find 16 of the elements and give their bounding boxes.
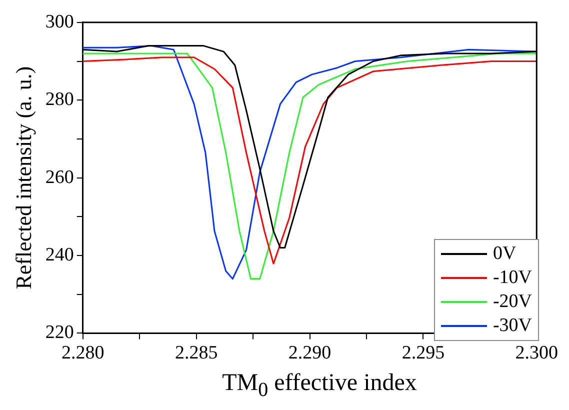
y-axis-title: Reflected intensity (a. u.) [10,66,36,290]
x-axis-title: TM$_{0}$ effective index [221,369,418,403]
y-tick-label: 240 [45,244,74,266]
x-tick-label: 2.290 [288,342,332,364]
y-tick-label: 220 [45,322,74,344]
x-tick-label: 2.300 [515,342,558,364]
y-tick-label: 300 [45,11,74,32]
y-tick-label: 260 [45,166,74,188]
x-tick-label: 2.295 [402,342,445,364]
legend-label: -10V [492,266,532,289]
legend-label: 0V [492,242,516,265]
x-tick-label: 2.280 [62,342,104,364]
y-tick-label: 280 [45,89,74,110]
legend-label: -20V [492,290,532,313]
legend-label: -30V [492,314,532,337]
x-tick-label: 2.285 [174,342,218,364]
